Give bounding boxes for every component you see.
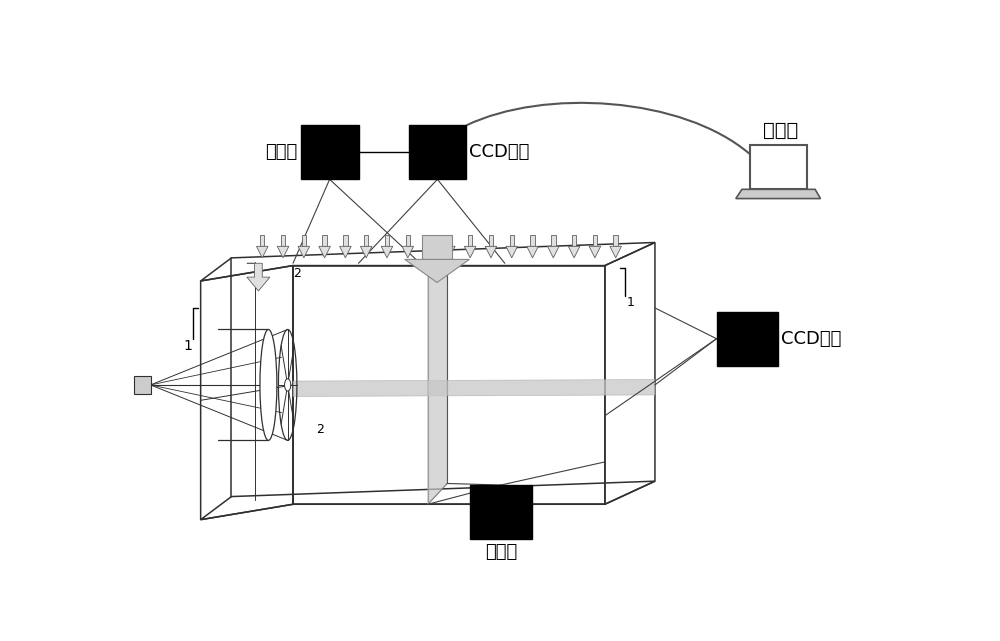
Polygon shape bbox=[402, 246, 414, 258]
Polygon shape bbox=[489, 235, 493, 246]
Text: 2: 2 bbox=[316, 423, 324, 436]
Polygon shape bbox=[260, 235, 264, 246]
Bar bbox=[750, 145, 807, 189]
Polygon shape bbox=[485, 246, 497, 258]
Text: 计算机: 计算机 bbox=[763, 121, 798, 140]
Bar bbox=[409, 126, 466, 179]
Polygon shape bbox=[406, 235, 410, 246]
Polygon shape bbox=[247, 263, 270, 291]
Polygon shape bbox=[428, 245, 447, 504]
Polygon shape bbox=[381, 246, 393, 258]
Text: 1: 1 bbox=[626, 296, 634, 310]
Polygon shape bbox=[422, 235, 452, 260]
Polygon shape bbox=[551, 235, 556, 246]
Polygon shape bbox=[360, 246, 372, 258]
Polygon shape bbox=[444, 246, 455, 258]
Polygon shape bbox=[277, 246, 289, 258]
Bar bbox=[470, 485, 532, 539]
Text: 激光器: 激光器 bbox=[265, 144, 298, 162]
Polygon shape bbox=[322, 235, 327, 246]
Text: 1: 1 bbox=[183, 338, 192, 353]
Polygon shape bbox=[736, 189, 820, 199]
Text: CCD相机: CCD相机 bbox=[781, 329, 842, 347]
Polygon shape bbox=[281, 235, 285, 246]
Polygon shape bbox=[468, 235, 472, 246]
Bar bbox=[134, 376, 151, 394]
Polygon shape bbox=[256, 246, 268, 258]
Polygon shape bbox=[464, 246, 476, 258]
Polygon shape bbox=[423, 246, 434, 258]
Polygon shape bbox=[298, 246, 310, 258]
Polygon shape bbox=[319, 246, 330, 258]
Polygon shape bbox=[302, 235, 306, 246]
Polygon shape bbox=[510, 235, 514, 246]
Polygon shape bbox=[572, 235, 576, 246]
Polygon shape bbox=[506, 246, 518, 258]
Text: 激光器: 激光器 bbox=[485, 543, 517, 561]
Polygon shape bbox=[447, 235, 452, 246]
Polygon shape bbox=[593, 235, 597, 246]
Polygon shape bbox=[613, 235, 618, 246]
Bar bbox=[301, 126, 358, 179]
Polygon shape bbox=[385, 235, 389, 246]
Text: 2: 2 bbox=[293, 267, 301, 279]
Polygon shape bbox=[589, 246, 601, 258]
Polygon shape bbox=[340, 246, 351, 258]
Text: CCD相机: CCD相机 bbox=[469, 144, 530, 162]
Polygon shape bbox=[568, 246, 580, 258]
Ellipse shape bbox=[260, 329, 277, 440]
Polygon shape bbox=[548, 246, 559, 258]
Polygon shape bbox=[426, 235, 431, 246]
Polygon shape bbox=[364, 235, 368, 246]
Polygon shape bbox=[527, 246, 538, 258]
Polygon shape bbox=[405, 260, 469, 283]
Ellipse shape bbox=[285, 379, 291, 391]
Polygon shape bbox=[530, 235, 535, 246]
Bar bbox=[717, 312, 778, 365]
FancyArrow shape bbox=[346, 150, 359, 155]
Polygon shape bbox=[293, 379, 655, 397]
Polygon shape bbox=[610, 246, 621, 258]
Polygon shape bbox=[343, 235, 348, 246]
